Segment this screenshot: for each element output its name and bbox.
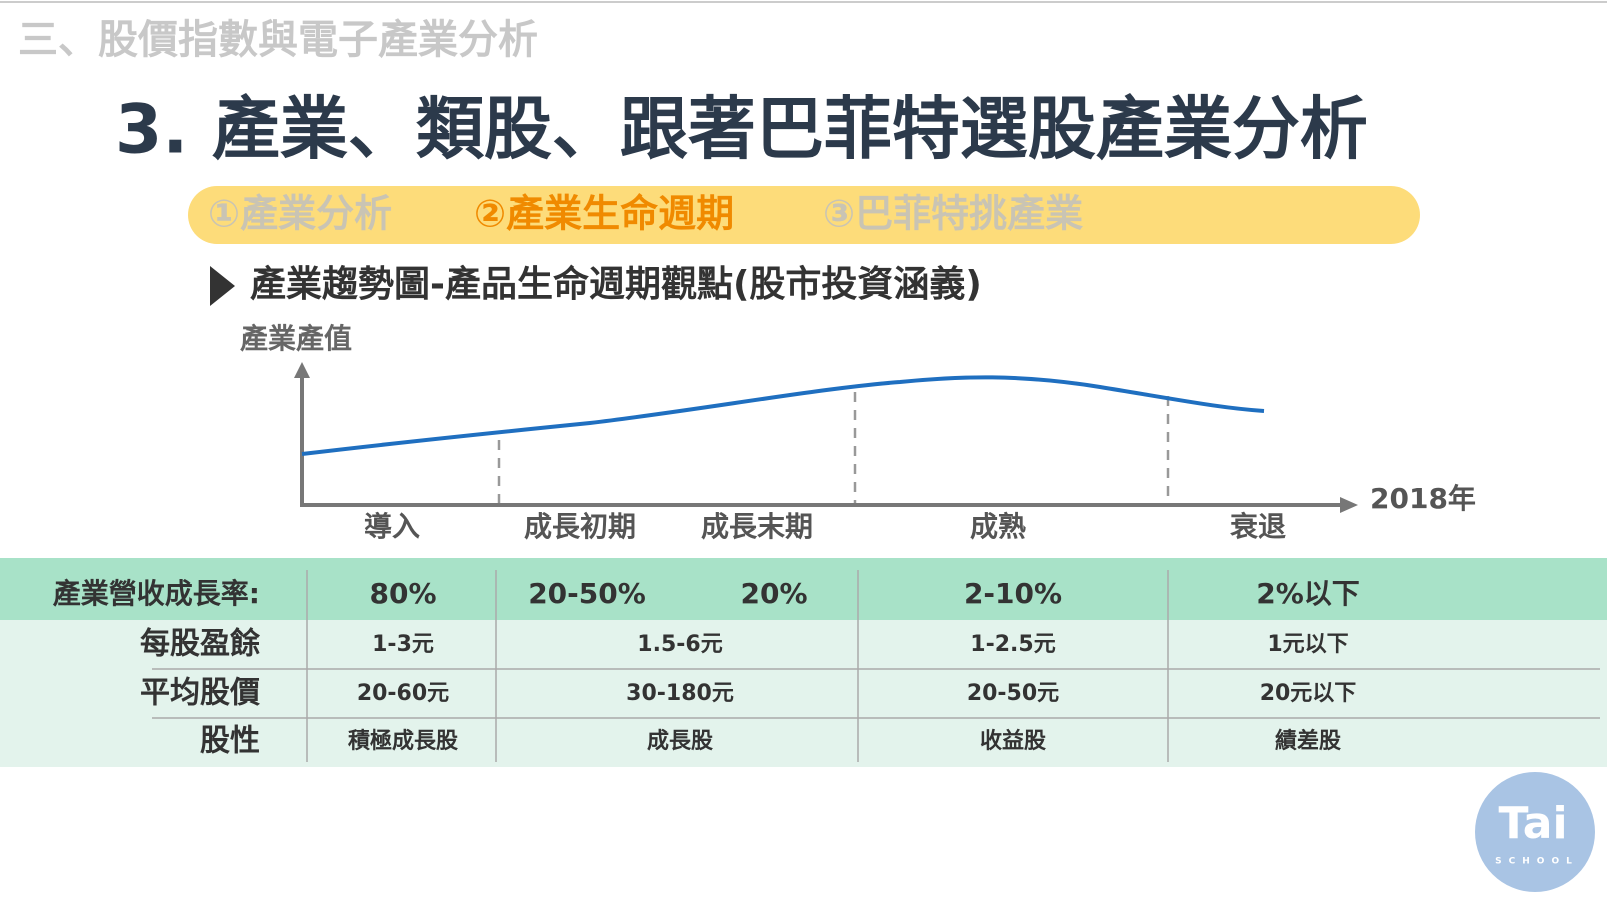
section-header: 三、股價指數與電子產業分析 [18,17,538,63]
stage-label: 成熟 [970,510,1026,543]
y-arrow [294,362,310,378]
stage-label: 衰退 [1230,510,1286,543]
cell: 30-180元 [626,681,734,706]
cell: 20-50元 [967,681,1059,706]
cell: 20-50% [528,577,646,610]
stage-dividers [497,392,1170,503]
tab-active[interactable]: ②產業生命週期 [474,192,734,236]
subtitle: 產業趨勢圖-產品生命週期觀點(股市投資涵義) [250,263,982,305]
cell: 20% [740,577,807,610]
slide-title: 3. 產業、類股、跟著巴菲特選股產業分析 [115,91,1368,170]
cell: 1-3元 [372,632,434,657]
row-label: 平均股價 [140,676,260,711]
cell: 1元以下 [1267,632,1348,657]
stage-label: 成長初期 [524,510,636,543]
cell: 收益股 [980,728,1046,754]
stage-label: 成長末期 [701,510,813,543]
cell: 20-60元 [357,681,449,706]
stage-label: 導入 [364,510,420,543]
x-arrow [1340,497,1358,513]
cell: 2%以下 [1256,577,1360,610]
row-label: 產業營收成長率: [53,577,260,610]
cell: 1.5-6元 [637,632,722,657]
x-axis-end-label: 2018年 [1370,482,1476,515]
cell: 績差股 [1275,728,1341,754]
bullet [210,266,235,306]
cell: 積極成長股 [348,728,458,754]
cell: 20元以下 [1260,681,1357,706]
tab[interactable]: ①產業分析 [208,192,392,236]
logo-text: Tai [1498,798,1567,849]
logo-sub: SCHOOL [1495,857,1579,867]
table-lines [152,570,1600,762]
table-body-band [0,620,1607,767]
row-label: 每股盈餘 [140,627,261,662]
row-label: 股性 [200,724,260,759]
cell: 1-2.5元 [970,632,1055,657]
logo-badge [1475,772,1595,892]
cell: 成長股 [647,729,713,754]
y-axis-label: 產業產值 [240,322,352,355]
cell: 80% [369,577,436,610]
trend-curve [301,375,1265,456]
tab-bar [188,186,1420,244]
table-header-band [0,558,1607,620]
tab[interactable]: ③巴菲特挑產業 [823,192,1083,236]
cell: 2-10% [964,577,1062,610]
